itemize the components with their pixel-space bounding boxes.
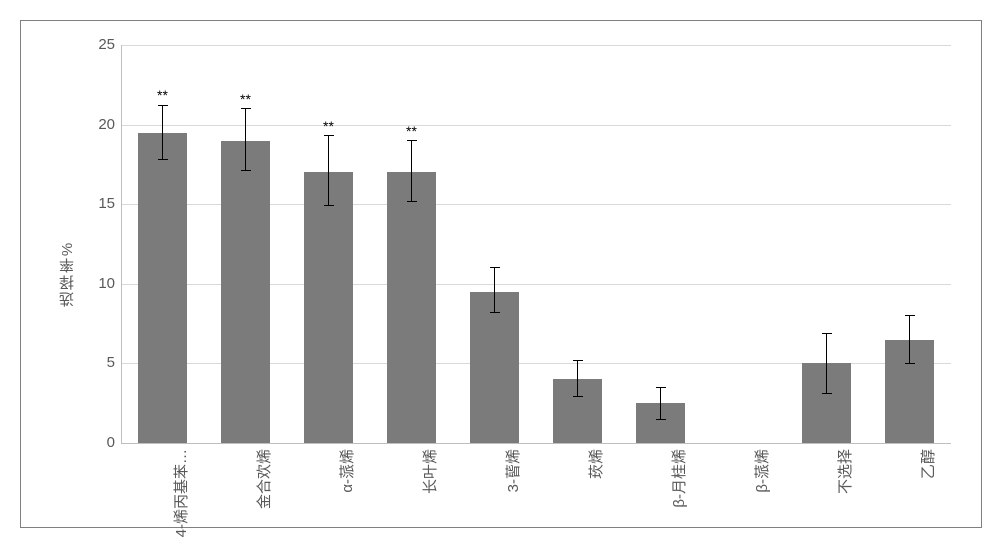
x-tick-label: 4-烯丙基苯… bbox=[170, 449, 191, 537]
bar bbox=[221, 141, 269, 443]
x-tick-label: β-月桂烯 bbox=[668, 449, 689, 508]
error-bar bbox=[660, 387, 661, 419]
plot-area: ** ** ** ** bbox=[121, 45, 951, 443]
error-bar bbox=[494, 268, 495, 313]
x-tick-label: 3-蒈烯 bbox=[502, 449, 523, 492]
error-cap-top bbox=[241, 108, 251, 109]
grid-line bbox=[121, 443, 951, 444]
y-tick-label: 0 bbox=[81, 434, 115, 451]
y-tick-label: 5 bbox=[81, 354, 115, 371]
y-axis-line bbox=[121, 45, 122, 443]
grid-line bbox=[121, 45, 951, 46]
x-tick-label: 乙醇 bbox=[917, 449, 938, 479]
x-tick-label: β-蒎烯 bbox=[751, 449, 772, 493]
error-cap-top bbox=[656, 387, 666, 388]
y-tick-label: 20 bbox=[81, 116, 115, 133]
error-cap-bot bbox=[905, 363, 915, 364]
bar bbox=[138, 133, 186, 443]
x-tick-label: 长叶烯 bbox=[419, 449, 440, 494]
y-tick-label: 10 bbox=[81, 275, 115, 292]
error-cap-top bbox=[490, 267, 500, 268]
y-tick-label: 15 bbox=[81, 195, 115, 212]
y-tick-label: 25 bbox=[81, 36, 115, 53]
x-tick-label: 莰烯 bbox=[585, 449, 606, 479]
error-bar bbox=[245, 109, 246, 171]
significance-marker: ** bbox=[323, 118, 334, 134]
error-bar bbox=[328, 136, 329, 206]
error-cap-bot bbox=[573, 396, 583, 397]
significance-marker: ** bbox=[406, 123, 417, 139]
x-tick-label: 金合欢烯 bbox=[253, 449, 274, 509]
error-cap-bot bbox=[407, 201, 417, 202]
y-axis-label: 选择率% bbox=[57, 241, 78, 307]
chart-frame: 选择率% ******** 05101520254-烯丙基苯…金合欢烯α-蒎烯长… bbox=[20, 20, 982, 528]
bar bbox=[387, 172, 435, 443]
error-cap-bot bbox=[822, 393, 832, 394]
x-tick-label: α-蒎烯 bbox=[336, 449, 357, 493]
error-cap-bot bbox=[656, 419, 666, 420]
error-cap-top bbox=[407, 140, 417, 141]
error-bar bbox=[577, 360, 578, 397]
error-bar bbox=[162, 105, 163, 159]
error-cap-bot bbox=[324, 205, 334, 206]
error-bar bbox=[411, 141, 412, 201]
error-cap-top bbox=[822, 333, 832, 334]
bar bbox=[304, 172, 352, 443]
error-cap-bot bbox=[241, 170, 251, 171]
error-bar bbox=[826, 333, 827, 393]
error-cap-top bbox=[905, 315, 915, 316]
error-cap-top bbox=[158, 105, 168, 106]
error-cap-bot bbox=[490, 312, 500, 313]
x-tick-label: 不选择 bbox=[834, 449, 855, 494]
significance-marker: ** bbox=[157, 87, 168, 103]
error-bar bbox=[909, 316, 910, 364]
error-cap-bot bbox=[158, 159, 168, 160]
error-cap-top bbox=[324, 135, 334, 136]
significance-marker: ** bbox=[240, 91, 251, 107]
bar bbox=[470, 292, 518, 443]
error-cap-top bbox=[573, 360, 583, 361]
